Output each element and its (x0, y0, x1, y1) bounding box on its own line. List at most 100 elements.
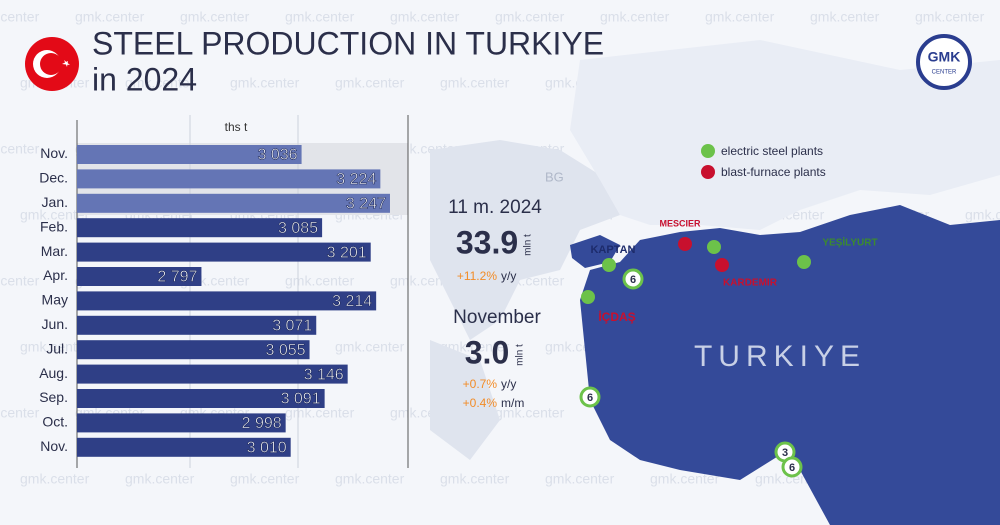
value-label: 2 998 (242, 415, 282, 432)
value-label: 3 214 (332, 293, 372, 310)
watermark: gmk.center (20, 339, 90, 355)
watermark: gmk.center (0, 141, 40, 157)
watermark: gmk.center (125, 471, 195, 487)
company-logo: KARDEMIR (723, 278, 778, 289)
watermark: gmk.center (285, 9, 355, 25)
stat-period: 11 m. 2024 (448, 197, 542, 218)
flag-moon-cut (40, 53, 62, 75)
category-label: Nov. (40, 145, 68, 161)
value-label: 3 085 (278, 220, 318, 237)
category-label: Jan. (42, 194, 68, 210)
land-neighbors (430, 140, 620, 340)
unit-label: ths t (225, 120, 248, 134)
value-label: 3 071 (272, 318, 312, 335)
flag-star (62, 60, 70, 67)
watermark: gmk.center (440, 75, 510, 91)
plant-electric (581, 290, 595, 304)
legend-marker (701, 144, 715, 158)
bar (77, 193, 390, 213)
watermark: gmk.center (230, 75, 300, 91)
stat-period: November (453, 307, 541, 328)
watermark: gmk.center (20, 471, 90, 487)
plant-electric (707, 240, 721, 254)
value-label: 3 055 (265, 342, 305, 359)
country-label: TURKIYE (694, 340, 866, 373)
bar (77, 437, 291, 457)
plant-count: 6 (789, 462, 795, 474)
bar (77, 169, 381, 189)
plants (581, 237, 811, 304)
value-label: 3 091 (281, 391, 321, 408)
category-label: May (42, 292, 68, 308)
plant-count: 6 (630, 274, 636, 286)
stat-unit: mln t (515, 344, 526, 366)
value-label: 3 010 (247, 440, 287, 457)
bar (77, 242, 371, 262)
watermark: gmk.center (440, 339, 510, 355)
stat-change-label: m/m (501, 396, 524, 410)
legend: electric steel plants blast-furnace plant… (701, 144, 826, 179)
watermark: gmk.center (495, 405, 565, 421)
stat-unit: mln t (523, 234, 534, 256)
stat-change: +0.7% (463, 377, 498, 391)
value-label: 3 247 (346, 196, 386, 213)
category-label: Sep. (39, 389, 68, 405)
bar (77, 389, 325, 408)
watermark: gmk.center (125, 75, 195, 91)
land-turkiye (580, 205, 1000, 525)
watermark: gmk.center (285, 273, 355, 289)
value-label: 2 797 (157, 269, 197, 286)
logo-name: GMK (928, 49, 961, 65)
legend-label: electric steel plants (721, 144, 823, 158)
stat-total: 3.0 (465, 334, 509, 370)
watermark: gmk.center (335, 339, 405, 355)
category-label: Jul. (46, 340, 68, 356)
plant-count: 3 (782, 447, 788, 459)
bars: Nov. 3 036 Dec. 3 224 Jan. 3 247 Feb. 3 085 Mar.… (39, 145, 390, 457)
company-logo: KAPTAN (590, 244, 635, 256)
plant-blast (678, 237, 692, 251)
watermark: gmk.center (650, 471, 720, 487)
legend-marker (701, 165, 715, 179)
bar (77, 291, 377, 311)
bar (77, 413, 286, 433)
plant-blast (715, 258, 729, 272)
watermark: gmk.center (335, 471, 405, 487)
plant-counts: 66366 (579, 268, 803, 478)
logo (916, 34, 972, 90)
watermark: gmk.center (915, 9, 985, 25)
watermark: gmk.center (705, 9, 775, 25)
category-label: Mar. (41, 243, 68, 259)
land-north (570, 40, 1000, 230)
bar (77, 315, 317, 335)
watermark: gmk.center (495, 9, 565, 25)
title: STEEL PRODUCTION IN TURKIYE (92, 25, 604, 61)
value-label: 3 146 (304, 366, 344, 383)
stat-change: +11.2% (457, 269, 497, 283)
category-label: Dec. (39, 170, 68, 186)
watermark: gmk.center (0, 273, 40, 289)
company-logo: MESCIER (659, 218, 701, 228)
bar (77, 340, 310, 360)
land-greece (430, 340, 500, 460)
neighbor-label: BG (545, 169, 564, 184)
bar (77, 218, 323, 238)
watermark: gmk.center (20, 207, 90, 223)
watermark: gmk.center (0, 9, 40, 25)
plant-count-marker (622, 268, 644, 290)
watermark: gmk.center (230, 471, 300, 487)
stat-change-label: y/y (501, 269, 516, 283)
stat-change-label: y/y (501, 377, 516, 391)
watermark: gmk.center (810, 9, 880, 25)
watermark: gmk.center (335, 75, 405, 91)
plant-electric (797, 255, 811, 269)
stat-change: +0.4% (463, 396, 498, 410)
watermark: gmk.center (285, 405, 355, 421)
category-label: Aug. (39, 365, 68, 381)
watermark: gmk.center (0, 405, 40, 421)
bar (77, 145, 302, 164)
watermark: gmk.center (75, 9, 145, 25)
watermark: gmk.center (545, 471, 615, 487)
plant-count-marker (579, 386, 601, 408)
